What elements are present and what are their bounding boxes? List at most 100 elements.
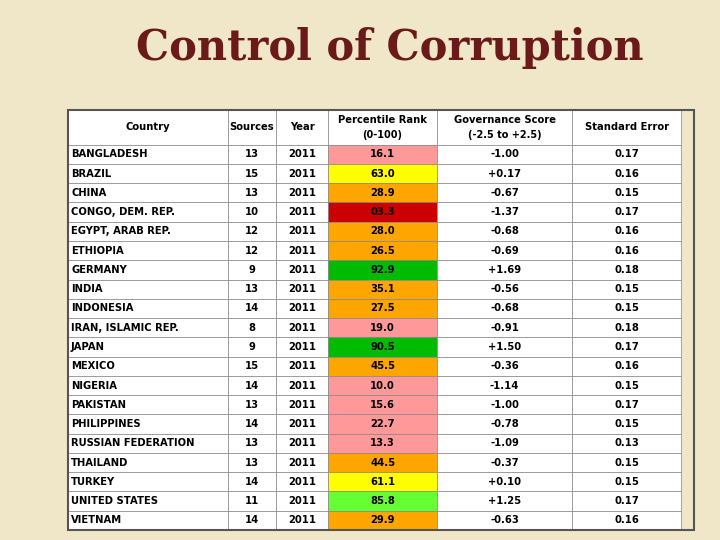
Bar: [228, 145, 276, 164]
Bar: [437, 395, 572, 414]
Bar: [572, 280, 681, 299]
Bar: [228, 434, 276, 453]
Bar: [228, 356, 276, 376]
Bar: [228, 110, 276, 145]
Bar: [68, 511, 228, 530]
Bar: [68, 356, 228, 376]
Bar: [276, 318, 328, 338]
Text: 14: 14: [245, 303, 259, 313]
Text: 14: 14: [245, 515, 259, 525]
Text: (0-100): (0-100): [363, 130, 402, 140]
Bar: [437, 145, 572, 164]
Text: 0.17: 0.17: [614, 207, 639, 217]
Text: 2011: 2011: [288, 419, 316, 429]
Bar: [276, 491, 328, 511]
Bar: [328, 145, 437, 164]
Text: 12: 12: [245, 226, 259, 237]
Bar: [68, 241, 228, 260]
Bar: [276, 260, 328, 280]
Text: -1.09: -1.09: [490, 438, 519, 448]
Bar: [572, 222, 681, 241]
Bar: [437, 110, 572, 145]
Bar: [228, 164, 276, 183]
Text: RUSSIAN FEDERATION: RUSSIAN FEDERATION: [71, 438, 194, 448]
Text: PHILIPPINES: PHILIPPINES: [71, 419, 140, 429]
Text: MEXICO: MEXICO: [71, 361, 115, 371]
Bar: [68, 395, 228, 414]
Bar: [68, 260, 228, 280]
Bar: [572, 338, 681, 356]
Bar: [228, 338, 276, 356]
Text: 8: 8: [248, 323, 256, 333]
Bar: [328, 318, 437, 338]
Bar: [276, 110, 328, 145]
Text: 13: 13: [245, 457, 259, 468]
Bar: [276, 299, 328, 318]
Bar: [328, 202, 437, 222]
Text: 03.3: 03.3: [370, 207, 395, 217]
Bar: [228, 183, 276, 202]
Bar: [68, 110, 228, 145]
Bar: [328, 376, 437, 395]
Text: INDONESIA: INDONESIA: [71, 303, 133, 313]
Text: 2011: 2011: [288, 438, 316, 448]
Bar: [68, 434, 228, 453]
Text: 0.16: 0.16: [614, 515, 639, 525]
Text: 14: 14: [245, 381, 259, 390]
Text: 61.1: 61.1: [370, 477, 395, 487]
Bar: [437, 318, 572, 338]
Text: 9: 9: [248, 265, 256, 275]
Bar: [437, 164, 572, 183]
Bar: [328, 434, 437, 453]
Bar: [437, 260, 572, 280]
Bar: [437, 299, 572, 318]
Text: -0.69: -0.69: [490, 246, 519, 255]
Text: -0.36: -0.36: [490, 361, 519, 371]
Bar: [572, 110, 681, 145]
Text: 2011: 2011: [288, 265, 316, 275]
Text: 2011: 2011: [288, 400, 316, 410]
Text: 2011: 2011: [288, 168, 316, 179]
Text: 2011: 2011: [288, 323, 316, 333]
Bar: [68, 164, 228, 183]
Bar: [437, 453, 572, 472]
Bar: [437, 183, 572, 202]
Bar: [328, 260, 437, 280]
Bar: [276, 164, 328, 183]
Bar: [437, 472, 572, 491]
Bar: [276, 414, 328, 434]
Bar: [276, 453, 328, 472]
Text: -0.67: -0.67: [490, 188, 519, 198]
Text: Percentile Rank: Percentile Rank: [338, 114, 427, 125]
Text: 2011: 2011: [288, 381, 316, 390]
Text: -0.91: -0.91: [490, 323, 519, 333]
Bar: [328, 472, 437, 491]
Text: BANGLADESH: BANGLADESH: [71, 150, 148, 159]
Text: 92.9: 92.9: [370, 265, 395, 275]
Text: CONGO, DEM. REP.: CONGO, DEM. REP.: [71, 207, 175, 217]
Text: 2011: 2011: [288, 515, 316, 525]
Bar: [437, 241, 572, 260]
Bar: [228, 395, 276, 414]
Bar: [437, 338, 572, 356]
Bar: [68, 110, 694, 530]
Bar: [572, 453, 681, 472]
Bar: [276, 395, 328, 414]
Text: 15: 15: [245, 361, 259, 371]
Text: THAILAND: THAILAND: [71, 457, 128, 468]
Bar: [68, 202, 228, 222]
Bar: [276, 222, 328, 241]
Text: 0.16: 0.16: [614, 168, 639, 179]
Bar: [437, 434, 572, 453]
Text: 16.1: 16.1: [370, 150, 395, 159]
Bar: [228, 241, 276, 260]
Bar: [437, 222, 572, 241]
Bar: [276, 241, 328, 260]
Text: 2011: 2011: [288, 284, 316, 294]
Bar: [68, 376, 228, 395]
Bar: [328, 356, 437, 376]
Bar: [68, 491, 228, 511]
Bar: [437, 414, 572, 434]
Bar: [276, 356, 328, 376]
Bar: [228, 511, 276, 530]
